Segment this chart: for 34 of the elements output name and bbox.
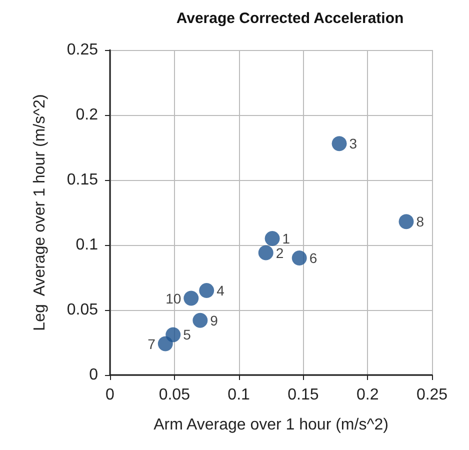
y-tick-label: 0.05 <box>66 302 98 318</box>
x-axis-title: Arm Average over 1 hour (m/s^2) <box>154 416 388 434</box>
point <box>292 250 307 266</box>
annotation: 2 <box>276 244 284 261</box>
annotation: 8 <box>416 214 424 230</box>
y-tick-label: 0.15 <box>66 172 98 188</box>
x-tick-label: 0.15 <box>288 386 319 404</box>
x-tick-label: 0 <box>106 386 115 404</box>
x-tick-label: 0.05 <box>158 386 190 404</box>
point <box>332 136 347 152</box>
point <box>398 214 414 230</box>
annotation: 3 <box>349 136 358 152</box>
point <box>184 290 199 306</box>
annotation: 5 <box>183 326 192 343</box>
annotation: 6 <box>309 250 318 266</box>
x-tick-label: 0.2 <box>356 386 379 404</box>
point <box>192 312 208 328</box>
point <box>258 245 274 260</box>
annotation: 9 <box>210 312 218 328</box>
y-tick-label: 0.1 <box>76 236 98 254</box>
annotation: 7 <box>148 336 156 352</box>
point <box>199 283 214 298</box>
chart-title: Average Corrected Acceleration <box>176 10 404 27</box>
x-tick-label: 0.1 <box>228 386 250 404</box>
point <box>158 336 173 352</box>
annotation: 4 <box>216 282 225 298</box>
y-tick-label: 0 <box>89 366 98 384</box>
annotation: 1 <box>282 230 290 246</box>
y-tick-label: 0.2 <box>76 106 98 124</box>
annotation: 10 <box>166 290 182 306</box>
point <box>264 231 280 246</box>
y-axis-title: Leg Average over 1 hour (m/s^2) <box>32 94 48 331</box>
y-tick-label: 0.25 <box>66 42 98 58</box>
x-tick-label: 0.25 <box>416 386 448 404</box>
